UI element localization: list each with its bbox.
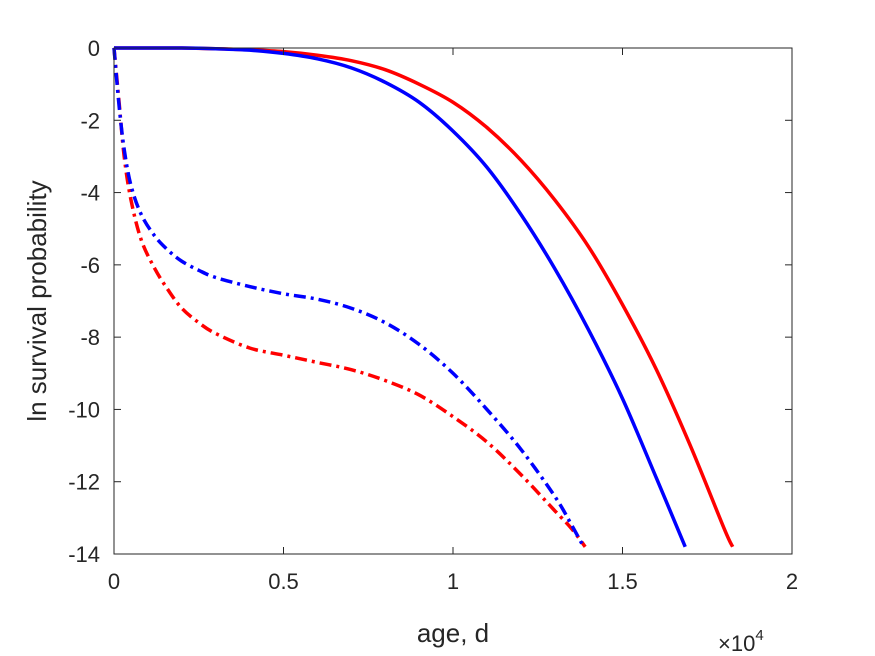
- plot-area: [114, 48, 792, 554]
- x-multiplier-label: ×104: [718, 627, 764, 656]
- x-tick-label: 2: [786, 569, 798, 594]
- x-tick-label: 0: [108, 569, 120, 594]
- y-tick-label: -6: [80, 253, 100, 278]
- series-line-blue-solid: [113, 46, 687, 548]
- x-multiplier-base: ×10: [718, 631, 755, 656]
- x-multiplier-exponent: 4: [755, 627, 763, 644]
- series-line-red-dashdot: [112, 47, 587, 548]
- y-tick-label: -14: [68, 542, 100, 567]
- x-tick-label: 1.5: [607, 569, 638, 594]
- x-axis-label: age, d: [417, 618, 489, 648]
- y-tick-label: -10: [68, 397, 100, 422]
- series-line-blue-dashdot: [112, 47, 586, 548]
- tick-layer: 0 0.5 1 1.5 2 0 -2 -4 -6 -8 -10 -12 -14: [68, 36, 798, 594]
- x-tick-label: 1: [447, 569, 459, 594]
- y-tick-label: -2: [80, 108, 100, 133]
- x-tick-label: 0.5: [268, 569, 299, 594]
- y-axis-label: ln survival probability: [22, 180, 52, 421]
- y-tick-label: -12: [68, 470, 100, 495]
- series-layer: [112, 46, 735, 548]
- y-tick-label: -4: [80, 181, 100, 206]
- y-tick-label: 0: [88, 36, 100, 61]
- y-tick-label: -8: [80, 325, 100, 350]
